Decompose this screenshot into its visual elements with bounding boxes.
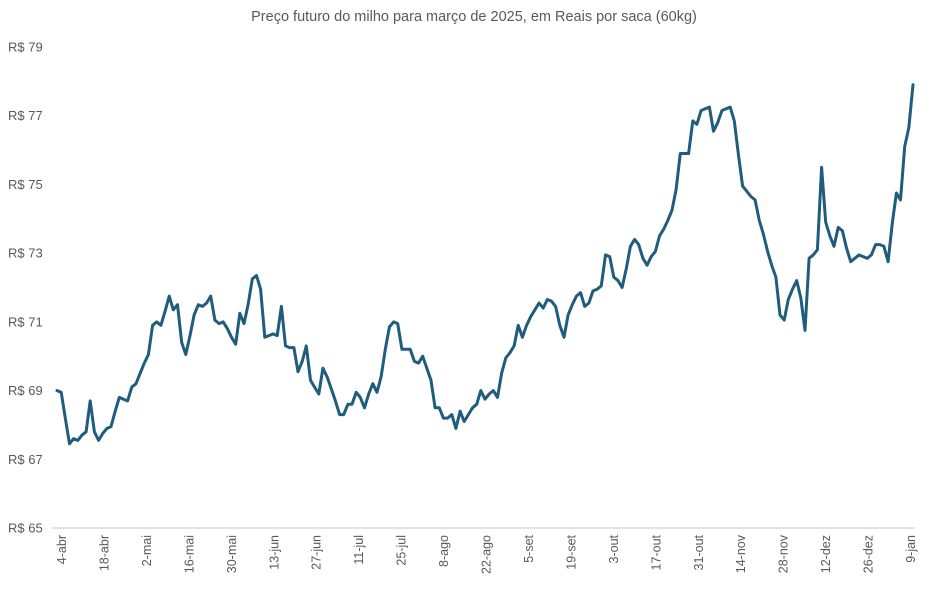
x-tick-label: 11-jul [352,535,366,565]
x-tick-label: 31-out [692,534,706,570]
y-tick-label: R$ 67 [8,452,43,467]
x-tick-label: 22-ago [480,535,494,574]
y-tick-label: R$ 71 [8,314,43,329]
x-tick-label: 14-nov [734,534,748,573]
x-tick-label: 25-jul [395,535,409,566]
x-tick-label: 9-jan [904,535,918,563]
x-tick-label: 18-abr [97,535,111,571]
x-tick-label: 12-dez [819,535,833,573]
x-tick-label: 2-mai [140,535,154,566]
x-tick-label: 26-dez [862,535,876,573]
y-tick-label: R$ 79 [8,40,43,55]
series-line-preco-milho [55,83,915,446]
chart-title: Preço futuro do milho para março de 2025… [251,9,697,25]
x-tick-label: 27-jun [310,535,324,570]
y-tick-label: R$ 65 [8,521,43,536]
x-tick-label: 19-set [564,534,578,569]
y-tick-label: R$ 69 [8,383,43,398]
x-tick-label: 4-abr [55,535,69,564]
y-axis-ticks: R$ 65 R$ 67 R$ 69 R$ 71 R$ 73 R$ 75 R$ 77 R$ 79 [8,40,43,536]
x-tick-label: 16-mai [182,535,196,573]
y-tick-label: R$ 73 [8,246,43,261]
y-tick-label: R$ 77 [8,108,43,123]
x-tick-label: 30-mai [225,535,239,573]
x-axis-ticks: 4-abr 18-abr 2-mai 16-mai 30-mai 13-jun 27-jun… [55,534,918,574]
x-tick-label: 8-ago [437,535,451,567]
x-tick-label: 17-out [649,534,663,570]
x-tick-label: 3-out [607,534,621,563]
y-tick-label: R$ 75 [8,177,43,192]
x-tick-label: 5-set [522,534,536,562]
x-tick-label: 28-nov [777,534,791,573]
x-tick-label: 13-jun [267,535,281,570]
